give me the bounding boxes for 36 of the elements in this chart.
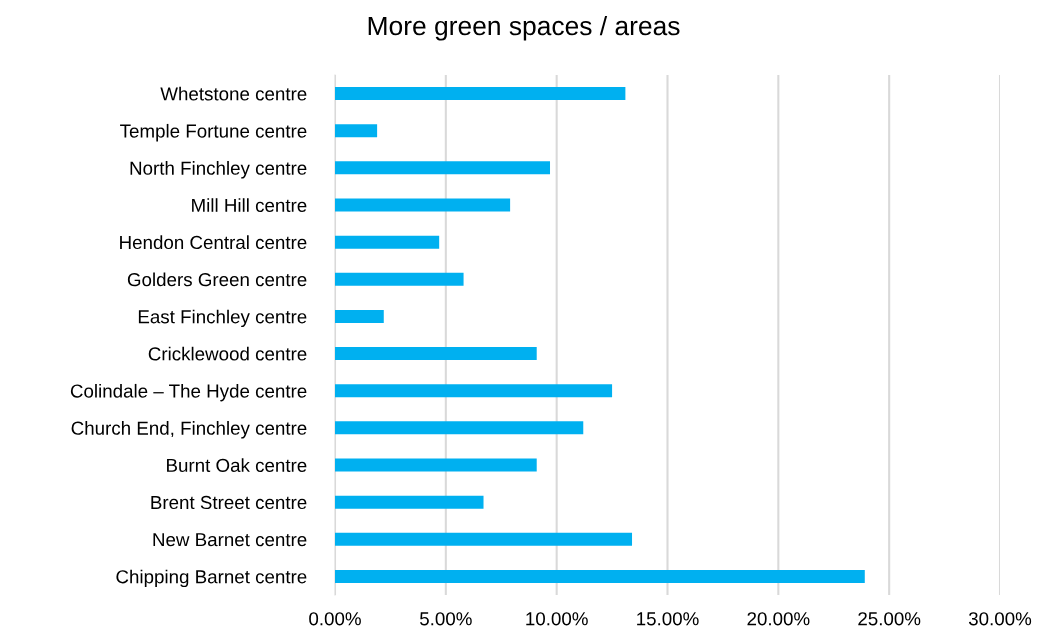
- bar: [335, 569, 865, 583]
- y-tick-label: North Finchley centre: [130, 161, 307, 179]
- x-tick-label: 30.00%: [968, 612, 1032, 626]
- y-tick-label: Burnt Oak centre: [167, 458, 307, 472]
- bar: [335, 198, 511, 212]
- bar: [335, 495, 484, 509]
- bar: [335, 87, 626, 101]
- x-tick-label: 20.00%: [747, 612, 810, 626]
- bar: [335, 272, 464, 286]
- y-tick-label: Brent Street centre: [151, 495, 307, 510]
- x-tick-label: 10.00%: [526, 612, 588, 626]
- bar: [335, 347, 537, 361]
- bar: [335, 124, 378, 138]
- x-tick-label: 15.00%: [637, 612, 699, 626]
- y-tick-label: New Barnet centre: [153, 533, 307, 547]
- y-tick-label: Mill Hill centre: [192, 198, 307, 212]
- chart-title: More green spaces / areas: [368, 15, 680, 41]
- y-tick-label: Cricklewood centre: [148, 346, 307, 361]
- y-tick-label: East Finchley centre: [138, 309, 307, 328]
- x-tick-label: 5.00%: [420, 612, 472, 626]
- y-tick-label: Chipping Barnet centre: [116, 569, 307, 588]
- y-tick-label: Temple Fortune centre: [120, 123, 307, 142]
- bar: [335, 235, 440, 249]
- y-tick-label: Golders Green centre: [127, 272, 307, 287]
- y-tick-label: Colindale – The Hyde centre: [70, 383, 307, 402]
- bar: [335, 458, 537, 472]
- bar: [335, 421, 584, 435]
- y-tick-label: Church End, Finchley centre: [71, 421, 307, 439]
- y-tick-label: Whetstone centre: [160, 86, 307, 101]
- bar: [335, 161, 551, 175]
- y-tick-label: Hendon Central centre: [120, 235, 307, 250]
- bar: [335, 384, 613, 398]
- bar: [335, 532, 633, 546]
- bar: [335, 309, 384, 323]
- x-tick-label: 25.00%: [858, 612, 921, 626]
- x-tick-label: 0.00%: [309, 612, 361, 626]
